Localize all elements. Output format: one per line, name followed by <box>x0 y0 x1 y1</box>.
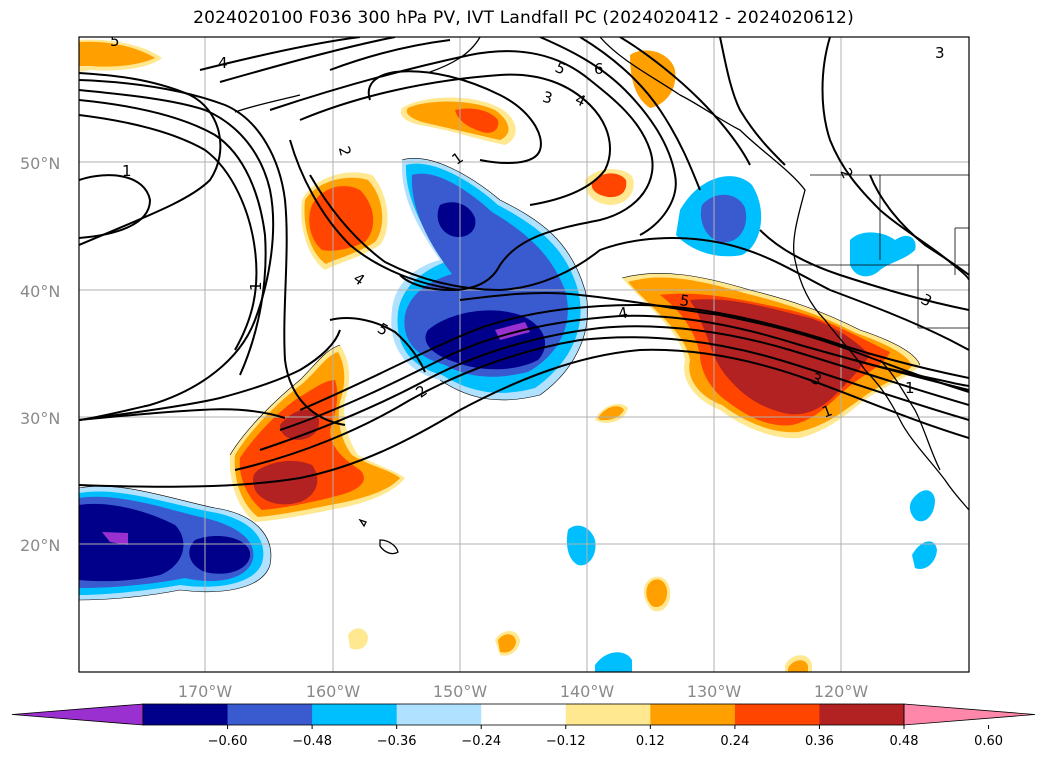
colorbar-segment <box>396 704 482 725</box>
svg-text:30°N: 30°N <box>20 409 60 428</box>
contour-labels: 5 4 1 1 2 1 4 5 2 3 4 5 6 4 5 3 1 2 3 3 … <box>110 32 945 421</box>
colorbar-tick-label: 0.24 <box>720 734 749 749</box>
map-frame <box>78 36 970 673</box>
svg-text:1: 1 <box>247 281 265 291</box>
colorbar-segment <box>143 704 229 725</box>
svg-text:5: 5 <box>110 32 120 50</box>
anomaly-neg-southwest-core <box>79 503 184 582</box>
colorbar-segment <box>312 704 398 725</box>
colorbar-segment <box>819 704 905 725</box>
svg-text:40°N: 40°N <box>20 282 60 301</box>
svg-text:160°W: 160°W <box>306 682 361 701</box>
colorbar-tick-label: −0.36 <box>377 734 417 749</box>
colorbar-tick-label: −0.24 <box>461 734 501 749</box>
svg-text:130°W: 130°W <box>687 682 742 701</box>
colorbar-tick-label: −0.12 <box>546 734 586 749</box>
colorbar-segment <box>565 704 651 725</box>
svg-text:1: 1 <box>905 379 915 397</box>
svg-text:20°N: 20°N <box>20 536 60 555</box>
colorbar-tick-label: −0.48 <box>292 734 332 749</box>
svg-text:5: 5 <box>678 291 691 310</box>
colorbar-segment <box>650 704 736 725</box>
svg-text:170°W: 170°W <box>178 682 233 701</box>
coastlines <box>234 37 969 555</box>
border-lines <box>790 174 969 329</box>
colorbar-tick-label: 0.60 <box>974 734 1003 749</box>
svg-text:1: 1 <box>122 162 132 180</box>
svg-text:150°W: 150°W <box>433 682 488 701</box>
colorbar-segment <box>227 704 313 725</box>
colorbar-extend-high <box>903 703 1036 726</box>
svg-text:4: 4 <box>218 54 228 72</box>
svg-text:140°W: 140°W <box>560 682 615 701</box>
colorbar-tick-label: −0.60 <box>208 734 248 749</box>
map-title: 2024020100 F036 300 hPa PV, IVT Landfall… <box>193 8 854 28</box>
svg-text:2: 2 <box>335 144 355 158</box>
svg-text:4: 4 <box>617 304 630 323</box>
colorbar-tick-label: 0.36 <box>805 734 834 749</box>
colorbar-extend-low <box>11 703 144 726</box>
svg-text:120°W: 120°W <box>814 682 869 701</box>
colorbar: −0.60 −0.48 −0.36 −0.24 −0.12 0.12 0.24 0.36 0.4… <box>11 703 1036 749</box>
colorbar-tick-label: 0.48 <box>890 734 919 749</box>
svg-text:50°N: 50°N <box>20 154 60 173</box>
colorbar-segment <box>481 704 567 725</box>
svg-text:6: 6 <box>594 60 604 78</box>
colorbar-tick-label: 0.12 <box>636 734 665 749</box>
colorbar-segment <box>734 704 820 725</box>
lon-axis-labels: 170°W 160°W 150°W 140°W 130°W 120°W <box>178 682 869 701</box>
pv-contours <box>79 37 969 488</box>
lat-axis-labels: 50°N 40°N 30°N 20°N <box>20 154 60 555</box>
svg-text:3: 3 <box>541 88 555 108</box>
svg-text:3: 3 <box>935 44 945 62</box>
